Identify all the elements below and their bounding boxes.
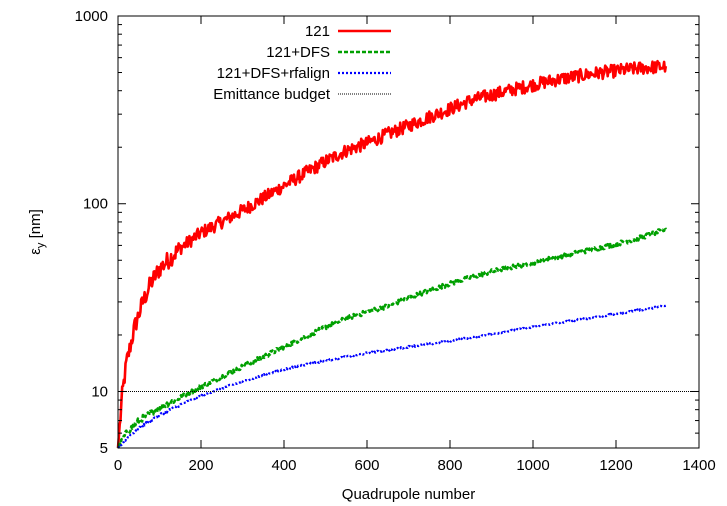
y-tick-label: 100	[83, 196, 108, 213]
x-tick-label: 200	[188, 457, 213, 474]
y-axis-title-subscript: y	[35, 242, 47, 248]
legend: 121 121+DFS 121+DFS+rfalign Emittance budge…	[213, 23, 391, 103]
x-tick-label: 1400	[682, 457, 715, 474]
x-tick-label: 600	[354, 457, 379, 474]
y-axis-title: εy [nm]	[27, 209, 47, 255]
y-axis: 5 10 100 1000	[75, 8, 699, 457]
legend-label: 121+DFS+rfalign	[217, 65, 330, 82]
x-tick-label: 0	[114, 457, 122, 474]
x-tick-label: 1000	[516, 457, 549, 474]
y-axis-title-symbol: ε	[27, 248, 44, 255]
y-tick-label: 1000	[75, 8, 108, 25]
x-tick-label: 400	[271, 457, 296, 474]
x-axis-title: Quadrupole number	[342, 486, 475, 503]
series-line	[116, 226, 667, 449]
x-axis: 0 200 400 600 800 1000 1200 1400	[114, 16, 716, 474]
y-tick-label: 10	[91, 383, 108, 400]
series-line	[116, 59, 668, 449]
legend-label: Emittance budget	[213, 86, 331, 103]
plot-lines	[116, 59, 699, 449]
y-axis-title-unit: [nm]	[27, 209, 44, 242]
plot-frame	[117, 15, 700, 449]
legend-label: 121+DFS	[266, 44, 330, 61]
x-tick-label: 1200	[599, 457, 632, 474]
series-line	[117, 304, 667, 449]
x-tick-label: 800	[437, 457, 462, 474]
y-tick-label: 5	[100, 440, 108, 457]
legend-label: 121	[305, 23, 330, 40]
